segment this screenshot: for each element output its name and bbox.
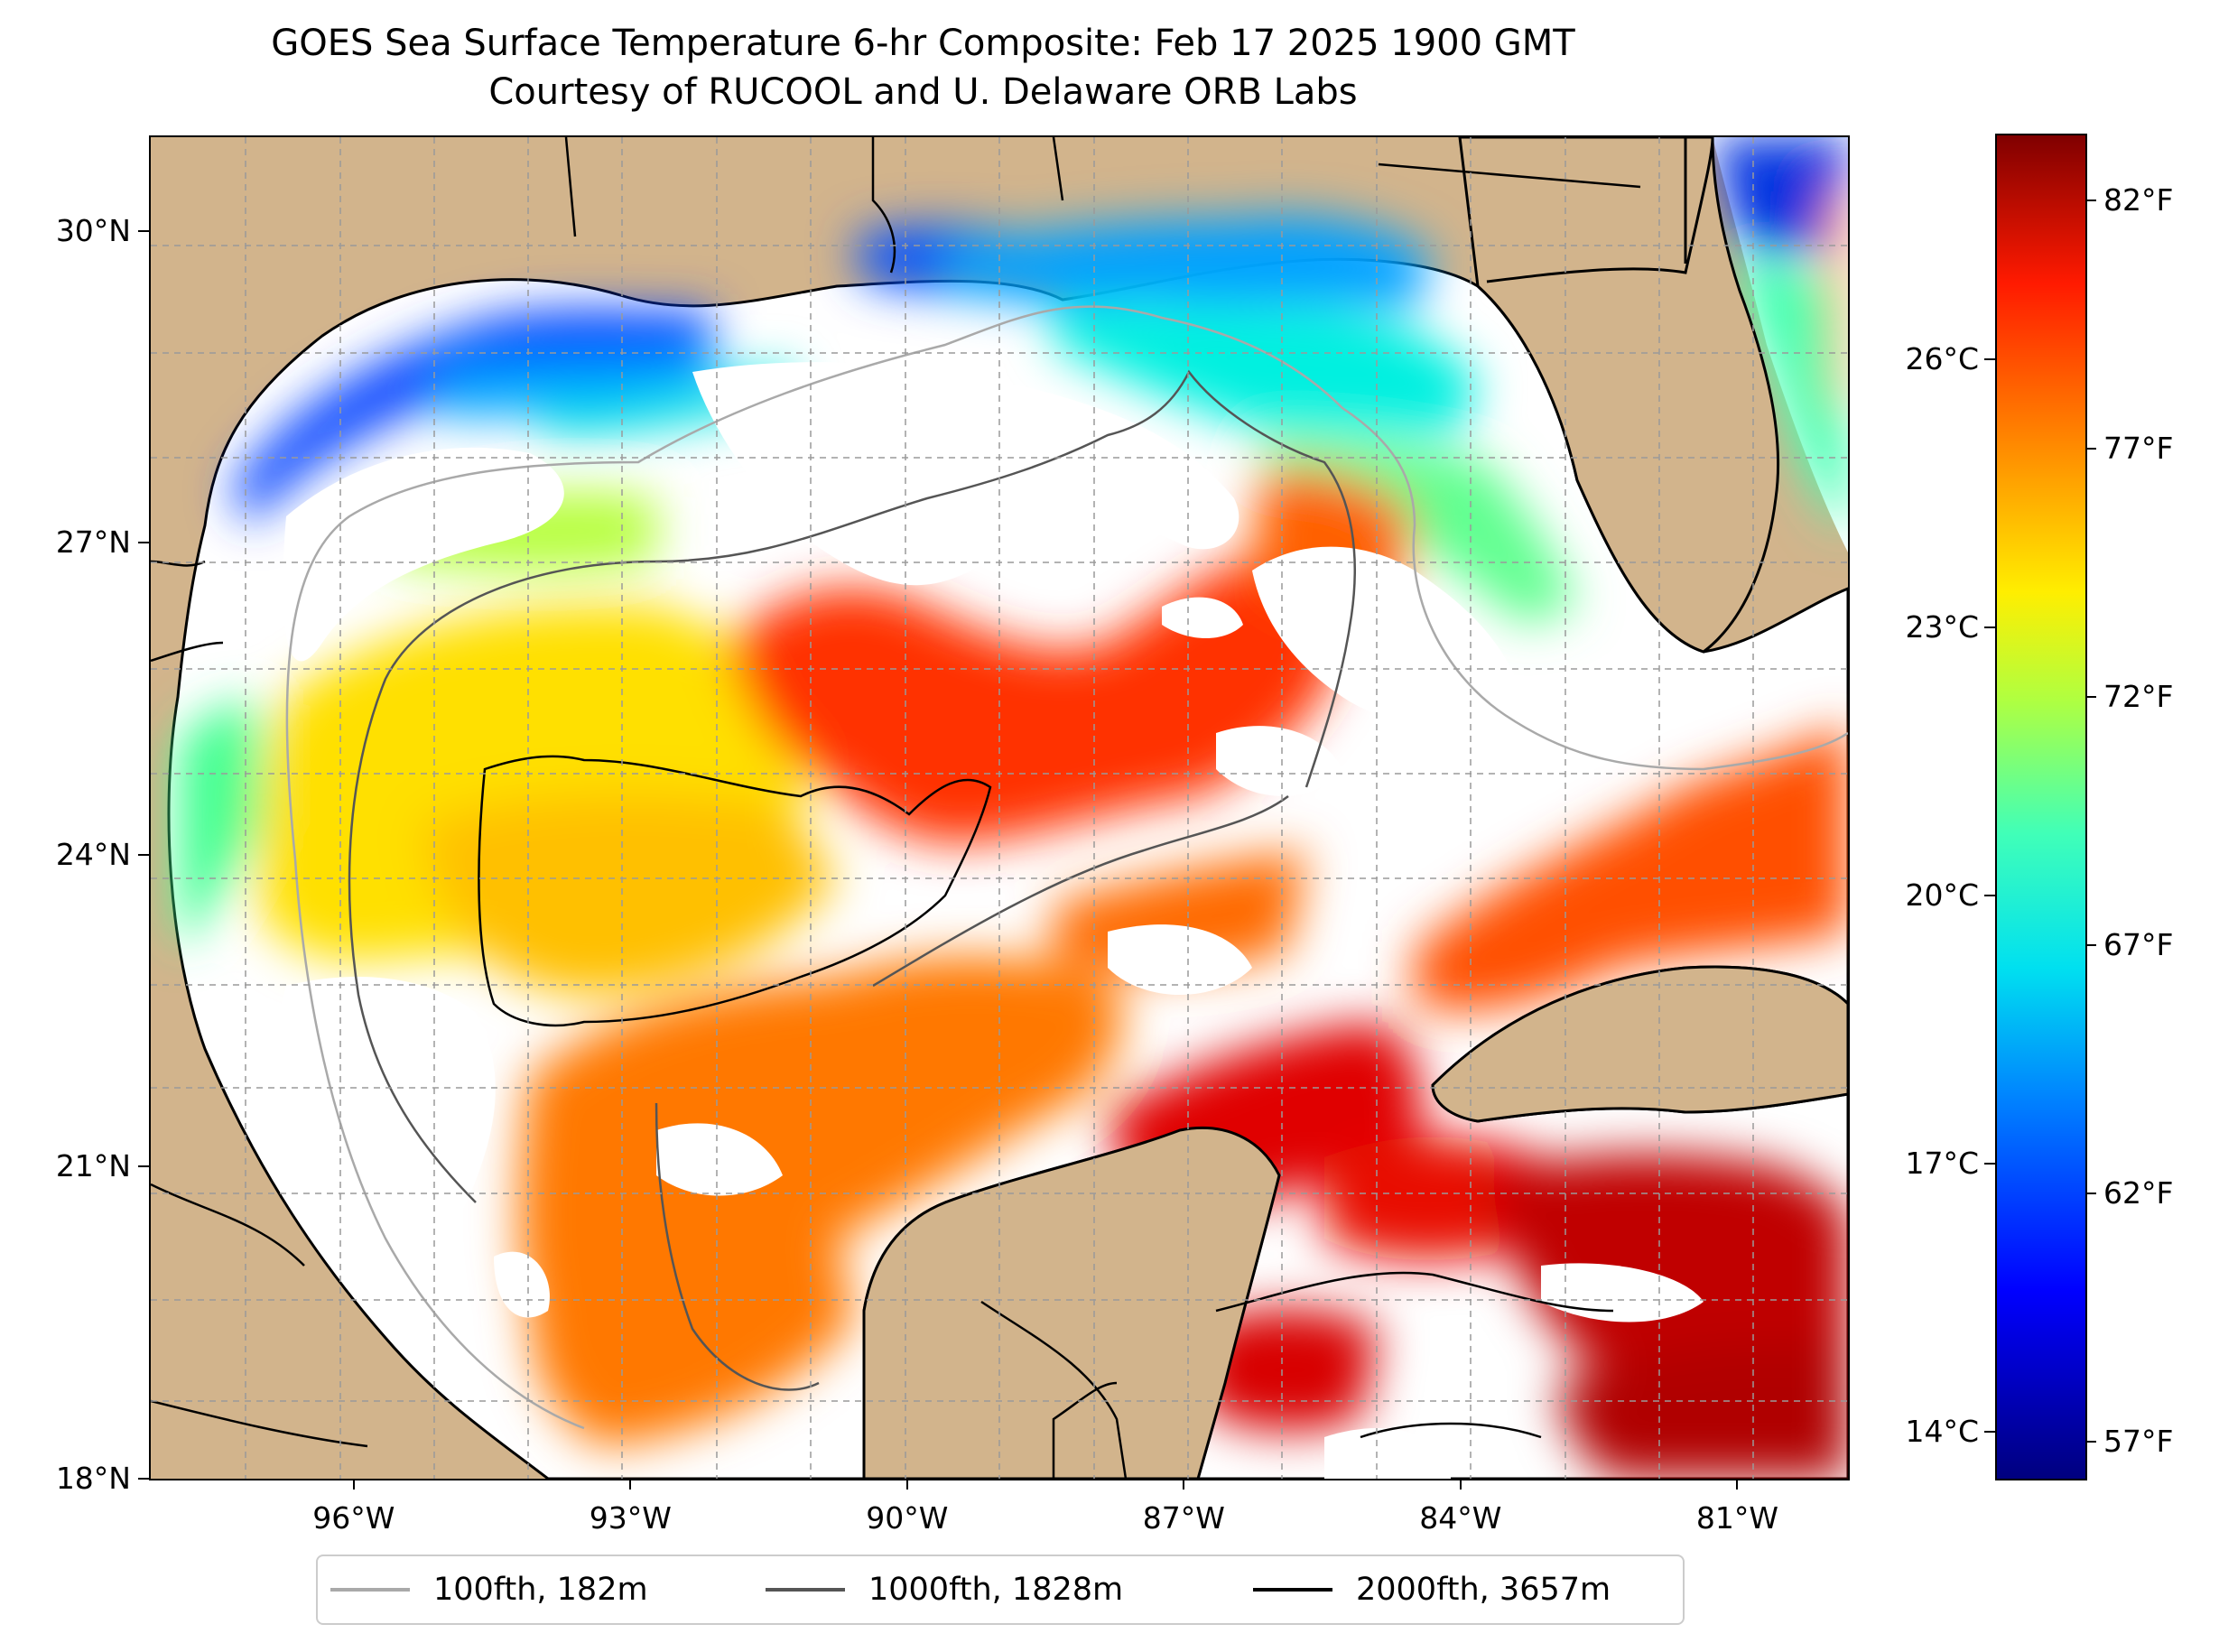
map-subtitle: Courtesy of RUCOOL and U. Delaware ORB L…	[488, 71, 1358, 113]
colorbar-tick-f	[2085, 447, 2096, 450]
colorbar-tick-f	[2085, 199, 2096, 201]
colorbar-celsius-label: 14°C	[1905, 1414, 1979, 1450]
contour-100fth	[285, 305, 1848, 1430]
colorbar-tick-f	[2085, 1193, 2096, 1195]
colorbar-fahrenheit-label: 82°F	[2103, 181, 2174, 218]
latitude-tick	[138, 1478, 149, 1480]
latitude-tick	[138, 853, 149, 856]
longitude-label: 81°W	[1695, 1500, 1778, 1536]
legend-label: 1000fth, 1828m	[868, 1572, 1124, 1608]
colorbar-tick-f	[2085, 1441, 2096, 1443]
latitude-label: 27°N	[55, 524, 131, 561]
latitude-tick	[138, 229, 149, 232]
latitude-label: 18°N	[55, 1461, 131, 1496]
legend-item-100fth: 100fth, 182m	[330, 1556, 648, 1623]
latitude-label: 24°N	[55, 836, 131, 872]
latitude-label: 21°N	[55, 1148, 131, 1184]
colorbar-tick-c	[1984, 1163, 1995, 1165]
contour-1000fth	[348, 369, 1356, 1391]
longitude-label: 90°W	[866, 1500, 949, 1536]
colorbar-tick-c	[1984, 357, 1995, 360]
latitude-label: 30°N	[55, 212, 131, 248]
longitude-label: 84°W	[1419, 1500, 1502, 1536]
colorbar-fahrenheit-label: 62°F	[2103, 1175, 2174, 1211]
colorbar-fahrenheit-label: 57°F	[2103, 1424, 2174, 1460]
sst-map	[151, 137, 1848, 1479]
colorbar-tick-f	[2085, 695, 2096, 698]
latitude-tick	[138, 1165, 149, 1168]
colorbar-fahrenheit-label: 77°F	[2103, 430, 2174, 466]
colorbar-fahrenheit-label: 67°F	[2103, 927, 2174, 963]
cloud-mask	[273, 362, 1704, 1479]
graticule	[151, 137, 1848, 1479]
colorbar-celsius-label: 20°C	[1905, 877, 1979, 914]
colorbar-tick-c	[1984, 895, 1995, 897]
longitude-label: 96°W	[312, 1500, 395, 1536]
legend-line-2000fth	[1253, 1588, 1332, 1592]
legend-label: 100fth, 182m	[433, 1572, 648, 1608]
colorbar-celsius-label: 17°C	[1905, 1146, 1979, 1182]
longitude-tick	[352, 1479, 355, 1490]
longitude-tick	[1736, 1479, 1739, 1490]
legend-line-1000fth	[766, 1588, 845, 1592]
colorbar-celsius-label: 23°C	[1905, 608, 1979, 645]
map-title: GOES Sea Surface Temperature 6-hr Compos…	[271, 23, 1575, 64]
longitude-tick	[1459, 1479, 1462, 1490]
legend: 100fth, 182m 1000fth, 1828m 2000fth, 365…	[316, 1555, 1685, 1625]
colorbar-celsius-label: 26°C	[1905, 340, 1979, 376]
map-frame	[149, 135, 1850, 1480]
longitude-label: 87°W	[1142, 1500, 1225, 1536]
longitude-tick	[629, 1479, 632, 1490]
longitude-label: 93°W	[589, 1500, 672, 1536]
colorbar	[1995, 134, 2087, 1480]
legend-item-2000fth: 2000fth, 3657m	[1253, 1556, 1611, 1623]
longitude-tick	[905, 1479, 908, 1490]
latitude-tick	[138, 542, 149, 544]
colorbar-tick-f	[2085, 944, 2096, 947]
colorbar-tick-c	[1984, 1431, 1995, 1434]
legend-label: 2000fth, 3657m	[1356, 1572, 1611, 1608]
legend-item-1000fth: 1000fth, 1828m	[766, 1556, 1123, 1623]
colorbar-fahrenheit-label: 72°F	[2103, 678, 2174, 714]
colorbar-tick-c	[1984, 626, 1995, 628]
longitude-tick	[1183, 1479, 1185, 1490]
legend-line-100fth	[330, 1588, 410, 1592]
